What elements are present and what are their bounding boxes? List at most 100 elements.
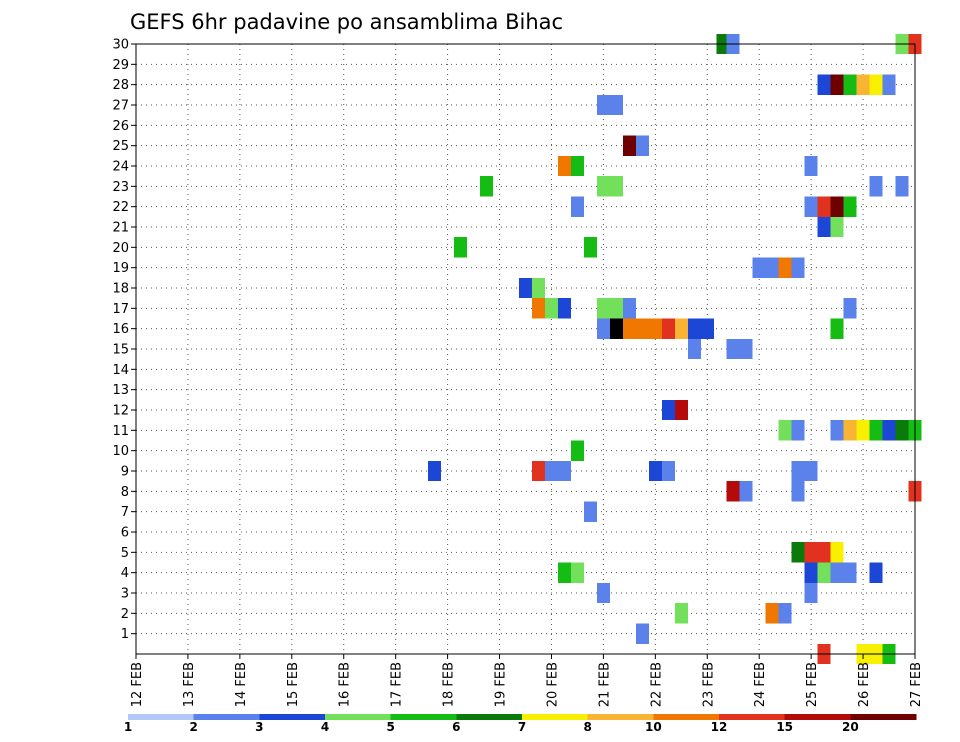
legend-label: 6	[452, 720, 460, 734]
y-tick-label: 3	[121, 587, 129, 602]
precip-cell	[661, 318, 675, 339]
precip-cell	[856, 420, 870, 441]
precip-cell	[791, 481, 805, 502]
precip-cell	[557, 155, 571, 177]
precip-cell	[830, 318, 844, 339]
precip-cell	[519, 277, 532, 299]
y-tick-label: 27	[112, 99, 129, 114]
precip-cell	[635, 318, 649, 339]
precip-cell	[778, 420, 792, 441]
x-tick-label: 16 FEB	[338, 662, 353, 707]
precip-cell	[674, 318, 688, 339]
precip-cell	[739, 338, 753, 360]
precip-cell	[596, 94, 610, 116]
legend-label: 15	[776, 720, 793, 734]
y-tick-label: 12	[112, 404, 129, 419]
precip-cell	[882, 420, 896, 441]
y-tick-label: 26	[112, 119, 129, 134]
precip-cell	[531, 298, 545, 319]
precip-cell	[869, 74, 883, 95]
y-tick-label: 6	[121, 526, 129, 541]
precip-cell	[596, 318, 610, 339]
legend-swatch	[719, 714, 786, 720]
precip-cell	[570, 196, 584, 217]
y-tick-label: 24	[112, 160, 129, 175]
x-tick-label: 13 FEB	[182, 662, 197, 707]
legend-label: 1	[124, 720, 132, 734]
precip-cell	[596, 582, 610, 604]
x-tick-label: 23 FEB	[701, 662, 716, 707]
precip-cell	[830, 196, 844, 217]
legend-label: 10	[645, 720, 662, 734]
precip-cell	[674, 603, 688, 624]
y-tick-label: 7	[121, 505, 129, 520]
legend-swatch	[784, 714, 851, 720]
precip-cell	[726, 338, 740, 360]
precip-cell	[856, 74, 870, 95]
precip-cell	[622, 135, 636, 156]
precip-cell	[804, 562, 818, 583]
x-tick-label: 22 FEB	[649, 662, 664, 707]
y-tick-label: 4	[121, 566, 129, 581]
precip-cell	[661, 460, 675, 482]
precip-cell	[869, 420, 883, 441]
y-tick-label: 30	[112, 38, 129, 53]
x-tick-label: 14 FEB	[234, 662, 249, 707]
precip-cell	[843, 196, 857, 217]
x-axis: 12 FEB 13 FEB 14 FEB 15 FEB 16 FEB 17 FEB 18 F…	[130, 654, 924, 707]
y-tick-label: 15	[112, 343, 129, 358]
precip-cell	[428, 460, 442, 482]
legend-label: 2	[189, 720, 197, 734]
precip-cell	[531, 460, 545, 482]
precip-cell	[882, 74, 896, 95]
precip-cell	[895, 176, 909, 197]
precip-cell	[843, 562, 857, 583]
legend-label: 8	[583, 720, 591, 734]
legend-swatch	[456, 714, 523, 720]
x-tick-label: 19 FEB	[494, 662, 509, 707]
precip-cell	[622, 298, 636, 319]
y-tick-label: 28	[112, 78, 129, 93]
x-tick-label: 25 FEB	[805, 662, 820, 707]
color-legend: 1 2 3 4 5 6 7 8 10 12 15 20	[124, 714, 917, 734]
precip-cell	[726, 481, 740, 502]
precip-cell	[791, 542, 805, 563]
y-tick-label: 25	[112, 139, 129, 154]
y-tick-label: 18	[112, 282, 129, 297]
precip-cell	[752, 257, 766, 278]
y-tick-label: 2	[121, 607, 129, 622]
x-tick-label: 21 FEB	[597, 662, 612, 707]
y-tick-label: 11	[112, 424, 129, 439]
y-axis: 1234567891011121314151617181920212223242…	[112, 38, 136, 642]
y-tick-label: 5	[121, 546, 129, 561]
precip-cell	[817, 542, 831, 563]
y-tick-label: 23	[112, 180, 129, 195]
precip-cell	[557, 562, 571, 583]
precip-cell	[454, 237, 468, 258]
precip-cell	[843, 420, 857, 441]
precip-cell	[570, 562, 584, 583]
legend-swatch	[850, 714, 917, 720]
precip-cell	[804, 155, 818, 177]
precip-cell	[830, 542, 844, 563]
x-tick-label: 20 FEB	[545, 662, 560, 707]
legend-swatch	[390, 714, 457, 720]
y-tick-label: 17	[112, 302, 129, 317]
y-tick-label: 19	[112, 261, 129, 276]
legend-swatch	[325, 714, 392, 720]
precip-cell	[609, 94, 623, 116]
precip-cell	[778, 257, 792, 278]
precip-cell	[635, 135, 649, 156]
y-tick-label: 21	[112, 221, 129, 236]
precip-cell	[843, 298, 857, 319]
precip-cell	[700, 318, 714, 339]
precip-cell	[778, 603, 792, 624]
y-tick-label: 22	[112, 200, 129, 215]
precip-cell	[661, 399, 675, 421]
precip-cell	[817, 74, 831, 95]
precip-cell	[609, 318, 623, 339]
legend-label: 20	[842, 720, 859, 734]
y-tick-label: 8	[121, 485, 129, 500]
x-tick-label: 27 FEB	[909, 662, 924, 707]
